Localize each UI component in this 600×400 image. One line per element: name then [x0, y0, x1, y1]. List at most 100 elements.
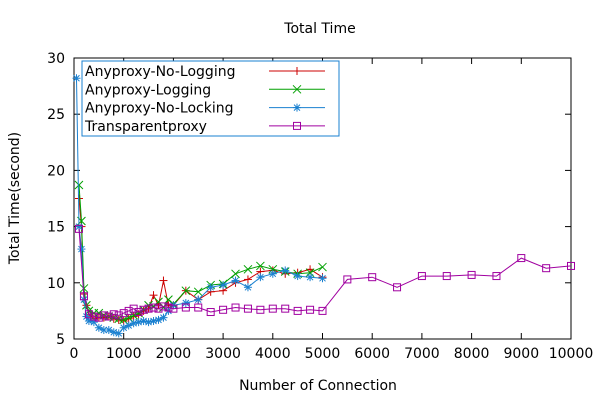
data-point-transparentproxy	[243, 304, 252, 313]
y-tick-label: 15	[47, 220, 65, 236]
data-point-transparentproxy	[393, 283, 402, 292]
legend-label: Anyproxy-Logging	[85, 82, 211, 98]
data-point-anyproxy-no-locking	[268, 269, 277, 278]
data-point-anyproxy-no-logging	[149, 291, 158, 300]
legend-entry: Anyproxy-Logging	[85, 82, 325, 98]
data-point-anyproxy-no-locking	[194, 295, 203, 304]
data-point-anyproxy-no-locking	[72, 74, 81, 83]
data-point-transparentproxy	[219, 305, 228, 314]
data-point-transparentproxy	[231, 303, 240, 312]
legend-entry: Anyproxy-No-Logging	[85, 64, 325, 80]
data-point-anyproxy-no-locking	[181, 299, 190, 308]
data-point-transparentproxy	[492, 272, 501, 281]
x-tick-label: 7000	[404, 346, 440, 362]
data-point-anyproxy-logging	[268, 264, 278, 274]
legend-label: Anyproxy-No-Locking	[85, 101, 234, 117]
legend-label: Anyproxy-No-Logging	[85, 64, 235, 80]
data-point-transparentproxy	[114, 311, 123, 320]
data-point-transparentproxy	[293, 306, 302, 315]
y-axis-label: Total Time(second)	[7, 132, 23, 265]
data-point-anyproxy-logging	[129, 311, 138, 320]
x-tick-label: 2000	[156, 346, 192, 362]
legend: Anyproxy-No-Logging Anyproxy-Logging Anypr…	[81, 60, 340, 137]
data-point-transparentproxy	[164, 303, 173, 312]
series-line-transparentproxy	[78, 228, 572, 319]
data-point-anyproxy-logging	[318, 262, 327, 272]
data-point-transparentproxy	[154, 304, 163, 313]
data-point-anyproxy-no-locking	[318, 274, 327, 283]
y-tick-label: 30	[47, 51, 65, 67]
data-point-transparentproxy	[542, 264, 551, 273]
data-point-anyproxy-logging	[305, 268, 315, 278]
data-point-anyproxy-no-locking	[306, 273, 315, 282]
data-point-anyproxy-no-locking	[293, 272, 302, 281]
data-point-anyproxy-logging	[231, 269, 240, 279]
x-tick-label: 10000	[549, 346, 594, 362]
x-axis-ticks: 0 1000 2000 3000 4000 5000 6000 7000 8000 9000 100…	[70, 58, 594, 362]
y-axis-ticks: 5 10 15 20 25 30	[47, 51, 571, 348]
data-point-transparentproxy	[104, 312, 113, 321]
y-tick-label: 5	[56, 332, 65, 348]
data-point-anyproxy-logging	[193, 287, 203, 297]
data-point-transparentproxy	[368, 273, 377, 282]
data-point-transparentproxy	[181, 303, 190, 312]
data-point-anyproxy-logging	[243, 264, 253, 274]
data-point-anyproxy-logging	[94, 308, 104, 318]
data-point-anyproxy-no-locking	[219, 281, 228, 290]
x-tick-label: 9000	[503, 346, 539, 362]
y-tick-label: 25	[47, 107, 65, 123]
data-point-anyproxy-no-logging	[159, 276, 168, 285]
data-point-anyproxy-no-locking	[109, 328, 118, 337]
data-point-transparentproxy	[256, 305, 265, 314]
data-point-transparentproxy	[343, 275, 352, 284]
data-point-anyproxy-no-locking	[206, 283, 215, 292]
data-point-anyproxy-no-locking	[134, 318, 143, 327]
data-point-anyproxy-no-locking	[129, 319, 138, 328]
data-point-transparentproxy	[139, 305, 148, 314]
data-point-transparentproxy	[567, 261, 575, 270]
data-point-anyproxy-logging	[181, 286, 191, 296]
data-point-transparentproxy	[281, 304, 290, 313]
data-point-transparentproxy	[124, 306, 133, 315]
data-point-transparentproxy	[169, 304, 178, 313]
series-layer	[72, 74, 575, 338]
x-tick-label: 3000	[205, 346, 241, 362]
data-point-anyproxy-no-locking	[281, 266, 290, 275]
data-point-anyproxy-no-locking	[114, 329, 123, 338]
data-point-transparentproxy	[194, 303, 203, 312]
y-tick-label: 10	[47, 276, 65, 292]
data-point-anyproxy-no-locking	[243, 283, 252, 292]
data-point-anyproxy-no-locking	[149, 317, 158, 326]
data-point-anyproxy-no-locking	[84, 317, 93, 326]
data-point-transparentproxy	[99, 311, 108, 320]
data-point-transparentproxy	[79, 292, 88, 301]
legend-entry: Anyproxy-No-Locking	[85, 101, 325, 117]
data-point-transparentproxy	[89, 312, 98, 321]
data-point-anyproxy-no-logging	[243, 275, 252, 284]
data-point-transparentproxy	[318, 306, 327, 315]
legend-box	[81, 60, 340, 137]
x-tick-label: 0	[70, 346, 79, 362]
series-line-anyproxy-no-logging	[78, 198, 323, 322]
x-tick-label: 5000	[305, 346, 341, 362]
x-tick-label: 6000	[354, 346, 390, 362]
data-point-anyproxy-no-locking	[159, 313, 168, 322]
x-axis-label: Number of Connection	[239, 378, 397, 394]
data-point-transparentproxy	[144, 304, 153, 313]
data-point-transparentproxy	[206, 308, 215, 317]
x-tick-label: 8000	[454, 346, 490, 362]
data-point-transparentproxy	[306, 305, 315, 314]
data-point-transparentproxy	[517, 254, 526, 263]
data-point-anyproxy-no-locking	[256, 273, 265, 282]
data-point-anyproxy-no-locking	[104, 326, 113, 335]
data-point-transparentproxy	[268, 304, 277, 313]
y-tick-label: 20	[47, 163, 65, 179]
data-point-transparentproxy	[417, 272, 426, 281]
data-point-transparentproxy	[134, 308, 143, 317]
data-point-anyproxy-logging	[79, 284, 89, 293]
x-tick-label: 1000	[106, 346, 142, 362]
data-point-transparentproxy	[467, 270, 476, 279]
chart-title: Total Time	[283, 21, 355, 37]
data-point-transparentproxy	[109, 310, 118, 319]
